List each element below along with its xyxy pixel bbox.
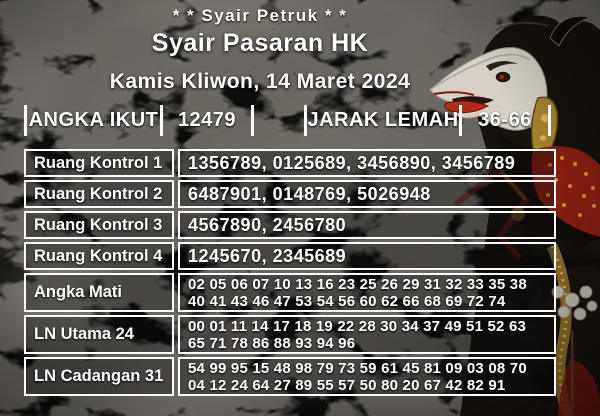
row-value: 02 05 06 07 10 13 16 23 25 26 29 31 32 3… — [178, 273, 556, 312]
jarak-lemah-label: JARAK LEMAH — [307, 108, 459, 131]
row-label: Ruang Kontrol 4 — [24, 242, 174, 270]
row-value: 54 99 95 15 48 98 79 73 59 61 45 81 09 0… — [178, 357, 556, 396]
row-label: Ruang Kontrol 3 — [24, 211, 174, 239]
value-line: 02 05 06 07 10 13 16 23 25 26 29 31 32 3… — [188, 275, 527, 293]
row-label: Angka Mati — [24, 273, 174, 312]
table-row-angka-mati: Angka Mati 02 05 06 07 10 13 16 23 25 26… — [24, 273, 556, 312]
poster-date: Kamis Kliwon, 14 Maret 2024 — [109, 70, 411, 93]
row-value: 1245670, 2345689 — [178, 242, 556, 270]
value-line: 1245670, 2345689 — [188, 245, 347, 266]
table-row-ruang-kontrol-3: Ruang Kontrol 3 4567890, 2456780 — [24, 211, 556, 239]
separator-bar — [459, 104, 462, 136]
table-row-ruang-kontrol-4: Ruang Kontrol 4 1245670, 2345689 — [24, 242, 556, 270]
value-line: 00 01 11 14 17 18 19 22 28 30 34 37 49 5… — [188, 317, 527, 335]
row-value: 4567890, 2456780 — [178, 211, 556, 239]
row-label: Ruang Kontrol 1 — [24, 149, 174, 177]
poster-supertitle: * * Syair Petruk * * — [172, 6, 348, 25]
row-value: 00 01 11 14 17 18 19 22 28 30 34 37 49 5… — [178, 315, 556, 354]
row-value: 1356789, 0125689, 3456890, 3456789 — [178, 149, 556, 177]
value-line: 65 71 78 86 88 93 94 96 — [188, 334, 356, 352]
row-label: Ruang Kontrol 2 — [24, 180, 174, 208]
info-bar: ANGKA IKUT 12479 JARAK LEMAH 36-66 — [24, 103, 551, 137]
row-label: LN Cadangan 31 — [24, 357, 174, 396]
value-line: 1356789, 0125689, 3456890, 3456789 — [188, 152, 516, 173]
table-row-ruang-kontrol-1: Ruang Kontrol 1 1356789, 0125689, 345689… — [24, 149, 556, 177]
row-label: LN Utama 24 — [24, 315, 174, 354]
separator-bar — [548, 104, 551, 136]
table-row-ln-cadangan: LN Cadangan 31 54 99 95 15 48 98 79 73 5… — [24, 357, 556, 396]
separator-bar — [24, 104, 27, 136]
poster-title: Syair Pasaran HK — [151, 29, 369, 57]
angka-ikut-value: 12479 — [177, 108, 237, 131]
value-line: 04 12 24 64 27 89 55 57 50 80 20 67 42 8… — [188, 376, 506, 394]
value-line: 40 41 43 46 47 53 54 56 60 62 66 68 69 7… — [188, 292, 506, 310]
angka-ikut-label: ANGKA IKUT — [28, 108, 159, 131]
table-row-ln-utama: LN Utama 24 00 01 11 14 17 18 19 22 28 3… — [24, 315, 556, 354]
row-value: 6487901, 0148769, 5026948 — [178, 180, 556, 208]
separator-bar — [251, 104, 254, 136]
separator-bar — [160, 104, 163, 136]
value-line: 54 99 95 15 48 98 79 73 59 61 45 81 09 0… — [188, 359, 527, 377]
value-line: 6487901, 0148769, 5026948 — [188, 183, 431, 204]
value-line: 4567890, 2456780 — [188, 214, 347, 235]
separator-bar — [304, 104, 307, 136]
jarak-lemah-value: 36-66 — [478, 108, 532, 131]
prediction-table: Ruang Kontrol 1 1356789, 0125689, 345689… — [24, 149, 556, 399]
title-block: * * Syair Petruk * * Syair Pasaran HK Ka… — [0, 6, 520, 94]
table-row-ruang-kontrol-2: Ruang Kontrol 2 6487901, 0148769, 502694… — [24, 180, 556, 208]
